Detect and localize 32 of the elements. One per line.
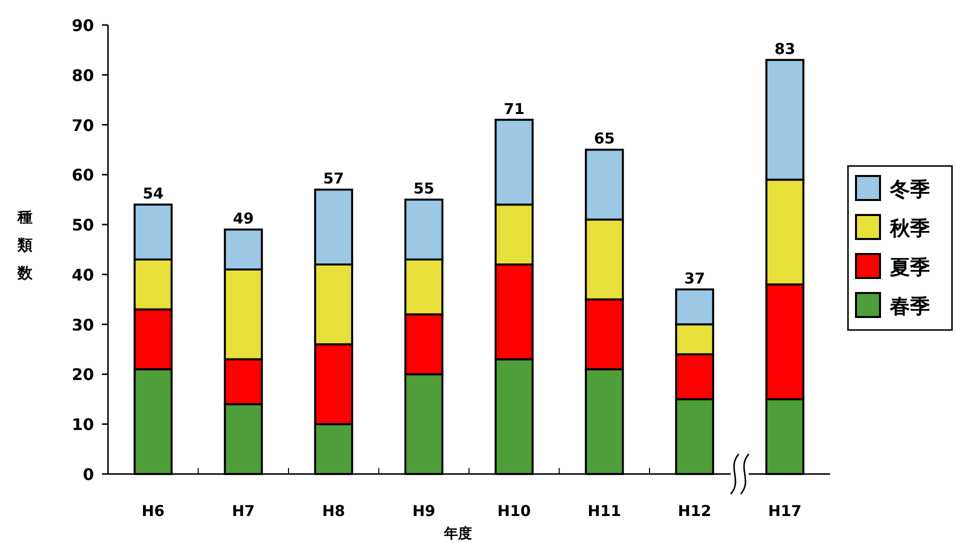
total-label: 65: [594, 130, 615, 148]
y-tick-label: 0: [82, 465, 94, 484]
total-label: 37: [684, 269, 706, 288]
y-tick-label: 40: [72, 265, 94, 284]
y-tick-label: 50: [72, 216, 94, 235]
y-axis-title: 種類数: [16, 208, 34, 282]
total-label: 49: [232, 210, 254, 228]
total-label: 57: [323, 170, 344, 188]
x-tick-label: H17: [768, 502, 802, 520]
legend-label: 春季: [889, 294, 930, 318]
y-tick-label: 90: [72, 16, 94, 35]
total-label: 55: [413, 180, 434, 198]
x-tick-label: H11: [588, 502, 622, 520]
x-tick-label: H7: [232, 502, 255, 520]
y-tick-label: 80: [72, 66, 94, 85]
legend-label: 夏季: [889, 255, 930, 279]
y-tick-label: 10: [72, 415, 94, 434]
x-tick-label: H10: [497, 502, 531, 520]
x-tick-label: H9: [412, 502, 436, 520]
x-tick-label: H12: [678, 502, 712, 520]
x-tick-label: H6: [142, 502, 165, 520]
x-axis-title: 年度: [443, 525, 472, 542]
x-tick-label: H8: [322, 502, 346, 520]
total-label: 83: [774, 40, 796, 58]
legend-label: 冬季: [889, 177, 930, 201]
total-label: 54: [142, 184, 164, 203]
y-tick-label: 60: [72, 166, 94, 185]
total-label: 71: [504, 100, 525, 118]
legend-label: 秋季: [889, 216, 930, 240]
y-tick-label: 20: [72, 365, 94, 384]
y-tick-label: 30: [72, 315, 94, 334]
y-tick-label: 70: [72, 116, 94, 135]
